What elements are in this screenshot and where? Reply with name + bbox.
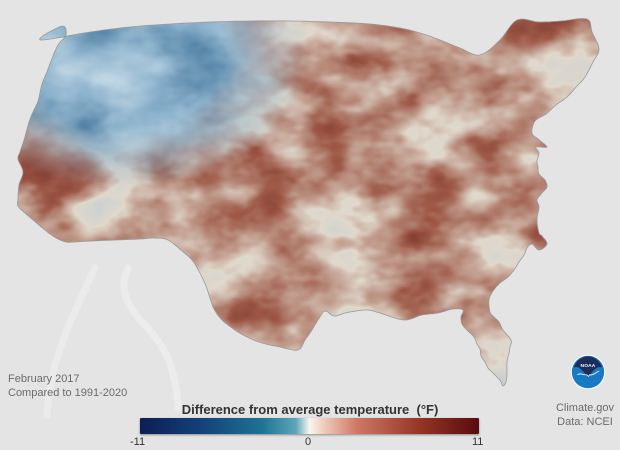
svg-text:NOAA: NOAA: [581, 363, 596, 369]
